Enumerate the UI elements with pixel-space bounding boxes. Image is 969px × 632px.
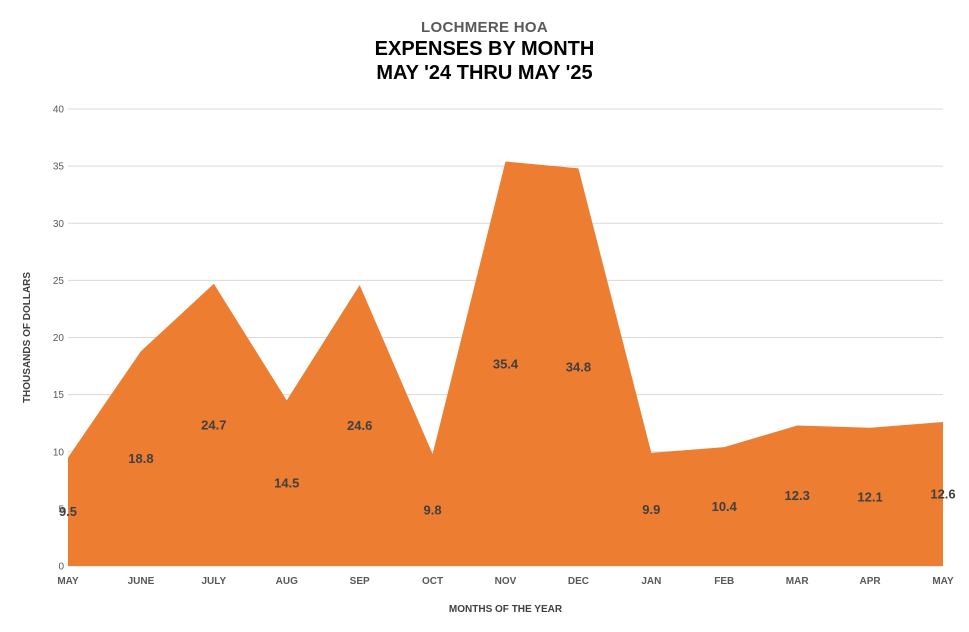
y-tick-label: 5: [58, 504, 64, 515]
data-label: 10.4: [712, 499, 738, 514]
x-axis-ticks: MAY JUNE JULY AUG SEP OCT NOV DEC JAN FEB MAR APR MA…: [57, 576, 954, 587]
y-tick-label: 25: [53, 276, 65, 287]
y-tick-label: 20: [53, 333, 65, 344]
x-tick-label: MAR: [786, 576, 810, 587]
y-axis-title: THOUSANDS OF DOLLARS: [22, 272, 33, 403]
x-tick-label: JAN: [641, 576, 661, 587]
data-label: 12.6: [930, 487, 955, 502]
data-label: 9.9: [642, 502, 660, 517]
x-axis-title: MONTHS OF THE YEAR: [449, 604, 563, 615]
x-tick-label: JULY: [202, 576, 227, 587]
data-label: 35.4: [493, 356, 519, 371]
chart-subtitle: MAY '24 THRU MAY '25: [376, 62, 593, 84]
x-tick-label: OCT: [422, 576, 443, 587]
y-tick-label: 10: [53, 447, 65, 458]
y-axis-ticks: 0 5 10 15 20 25 30 35 40: [53, 105, 65, 573]
data-label: 14.5: [274, 476, 299, 491]
chart-title: EXPENSES BY MONTH: [374, 38, 595, 60]
y-tick-label: 40: [53, 105, 65, 116]
x-tick-label: DEC: [568, 576, 589, 587]
x-tick-label: APR: [860, 576, 882, 587]
y-tick-label: 35: [53, 162, 65, 173]
data-label: 34.8: [566, 360, 591, 375]
x-tick-label: MAY: [932, 576, 954, 587]
x-tick-label: NOV: [495, 576, 517, 587]
x-tick-label: FEB: [714, 576, 734, 587]
x-tick-label: SEP: [350, 576, 370, 587]
x-tick-label: MAY: [57, 576, 79, 587]
y-tick-label: 30: [53, 219, 65, 230]
series-area: [68, 161, 943, 566]
data-label: 12.3: [785, 488, 810, 503]
data-label: 9.8: [424, 503, 442, 518]
data-label: 12.1: [857, 489, 882, 504]
chart-supertitle: LOCHMERE HOA: [421, 19, 548, 36]
x-tick-label: JUNE: [128, 576, 155, 587]
x-tick-label: AUG: [276, 576, 298, 587]
data-label: 24.7: [201, 417, 226, 432]
y-tick-label: 15: [53, 390, 65, 401]
data-label: 24.6: [347, 418, 372, 433]
data-label-layer: 9.5 18.8 24.7 14.5 24.6 9.8 35.4 34.8 9.9 10.4 12.…: [59, 356, 956, 519]
data-label: 9.5: [59, 504, 77, 519]
y-tick-label: 0: [58, 562, 64, 573]
series-area-layer: [68, 161, 943, 566]
data-label: 18.8: [128, 451, 153, 466]
